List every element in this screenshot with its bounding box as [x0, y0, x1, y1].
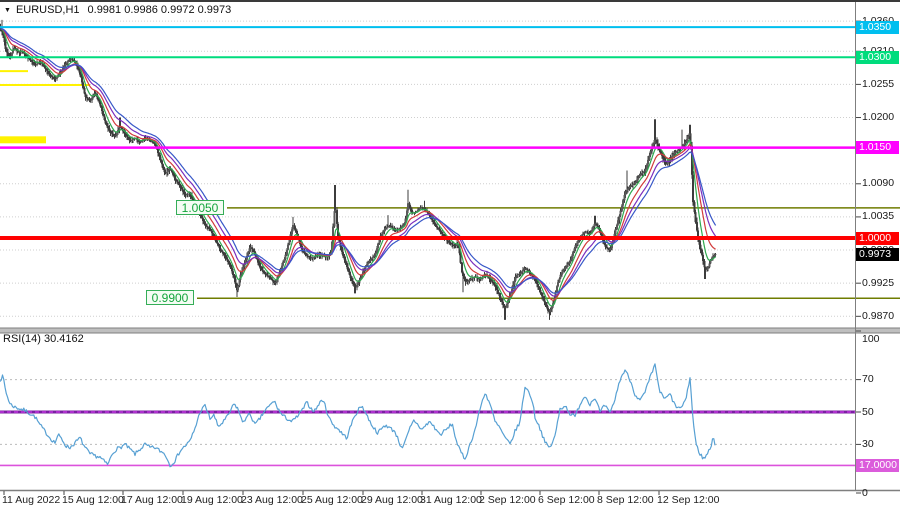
axis-tick-marks: [3, 20, 861, 495]
time-axis-label: 23 Aug 12:00: [241, 494, 303, 506]
time-axis-label: 29 Aug 12:00: [361, 494, 423, 506]
price-tick-label: 1.0255: [862, 77, 895, 90]
time-axis-label: 2 Sep 12:00: [479, 494, 536, 506]
rsi-line: [0, 363, 716, 468]
level-price-box-0.9900[interactable]: 0.9900: [146, 290, 194, 306]
chart-ohlc-values: 0.9981 0.9986 0.9972 0.9973: [87, 4, 232, 16]
time-axis-label: 11 Aug 2022: [2, 494, 61, 506]
chart-dropdown-icon[interactable]: ▼: [4, 7, 11, 14]
level-price-box-1.0050[interactable]: 1.0050: [176, 199, 224, 215]
time-axis-label: 6 Sep 12:00: [538, 494, 595, 506]
price-tick-label: 0.9925: [862, 276, 895, 289]
time-axis-label: 31 Aug 12:00: [420, 494, 482, 506]
main-chart-pane[interactable]: [0, 2, 856, 328]
price-tick-label: 1.0090: [862, 177, 895, 190]
rsi-tick-label: 50: [862, 405, 874, 418]
ma-line-ema-fast: [0, 28, 716, 307]
price-level-label-1.0000: 1.0000: [856, 231, 899, 245]
rsi-tick-label: 100: [862, 333, 880, 345]
yellow-marks: [0, 70, 90, 144]
chart-symbol-label: EURUSD,H1: [15, 4, 80, 16]
rsi-indicator-label: RSI(14) 30.4162: [3, 333, 84, 345]
time-axis-label: 25 Aug 12:00: [301, 494, 363, 506]
yellow-mark[interactable]: [0, 83, 90, 86]
rsi-tick-label: 0: [862, 486, 868, 499]
price-level-label-1.0300: 1.0300: [856, 50, 899, 64]
time-axis-label: 15 Aug 12:00: [62, 494, 124, 506]
time-axis-label: 8 Sep 12:00: [597, 494, 654, 506]
time-axis-label: 12 Sep 12:00: [657, 494, 720, 506]
rsi-tick-label: 30: [862, 437, 874, 450]
time-axis-label: 17 Aug 12:00: [121, 494, 183, 506]
yellow-mark[interactable]: [0, 136, 46, 144]
yellow-mark[interactable]: [0, 70, 28, 73]
support-resistance-lines: [197, 207, 900, 300]
ma-line-ema-slowest: [0, 28, 717, 294]
chart-title-row: ▼ EURUSD,H1 0.9981 0.9986 0.9972 0.9973: [4, 4, 231, 16]
rsi-tick-label: 70: [862, 373, 874, 386]
pane-separator[interactable]: [0, 328, 900, 333]
price-level-label-1.0350: 1.0350: [856, 20, 899, 34]
price-level-label-1.0150: 1.0150: [856, 141, 899, 155]
rsi-level-label: 17.0000: [856, 458, 899, 472]
price-level-label-0.9973: 0.9973: [856, 247, 899, 261]
ma-line-ema-mid: [0, 28, 716, 301]
price-tick-label: 1.0035: [862, 210, 895, 223]
time-axis-label: 19 Aug 12:00: [181, 494, 243, 506]
price-tick-label: 0.9870: [862, 309, 895, 322]
price-tick-label: 1.0200: [862, 111, 895, 124]
